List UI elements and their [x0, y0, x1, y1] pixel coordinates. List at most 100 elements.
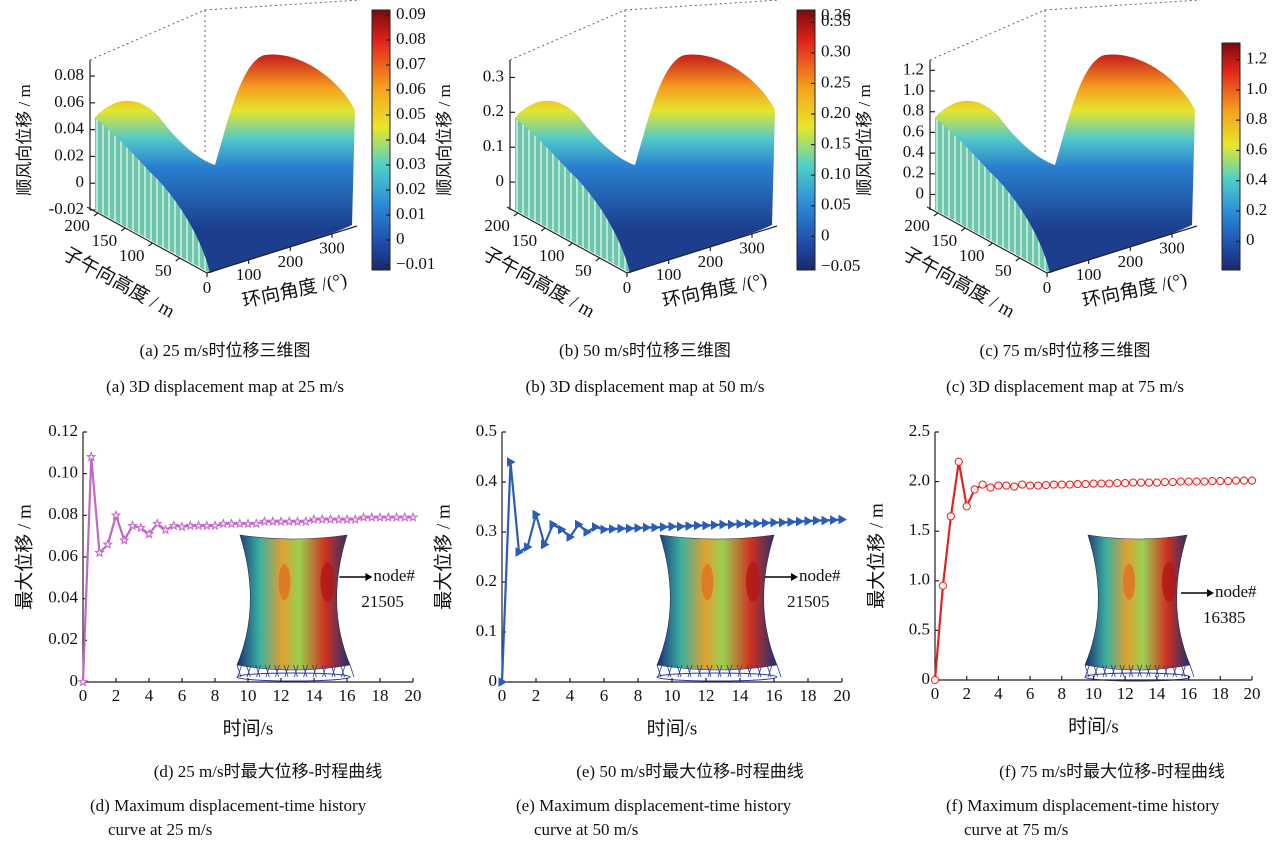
data-point	[702, 520, 712, 531]
y-tick-label: 1.5	[909, 520, 930, 539]
y-tick-label: 0.1	[476, 621, 497, 640]
y-tick	[933, 212, 939, 217]
data-point	[970, 485, 979, 494]
data-point	[575, 519, 584, 530]
z-tick-label: 1.0	[903, 80, 924, 99]
data-point	[1200, 477, 1209, 486]
data-point	[193, 520, 204, 531]
y-tick-label: 0.08	[48, 504, 78, 523]
data-point	[600, 524, 610, 535]
data-point	[954, 457, 963, 466]
data-point	[711, 520, 720, 530]
data-point	[566, 532, 576, 542]
data-point	[94, 547, 105, 558]
y-tick-label: 0.3	[476, 521, 497, 540]
y-tick	[148, 242, 153, 247]
surface	[935, 54, 1195, 274]
x-tick-label: 18	[372, 686, 389, 705]
z-tick-label: 0.04	[54, 119, 84, 138]
y-tick	[175, 257, 181, 262]
tower	[1084, 534, 1191, 671]
tower-base	[236, 672, 351, 682]
y-tick-label: 50	[995, 261, 1012, 280]
z-tick-label: 0.02	[54, 145, 84, 164]
colorbar-tick-label: −0.05	[821, 256, 860, 275]
z-tick-label: 1.2	[903, 59, 924, 78]
data-point	[185, 520, 196, 531]
colorbar-tick-label: 0.06	[396, 79, 426, 98]
x-tick-label: 6	[1026, 684, 1035, 703]
data-point	[1049, 480, 1058, 489]
data-point	[284, 516, 295, 527]
data-point	[1065, 480, 1074, 489]
colorbar-tick-label: 0.02	[396, 179, 426, 198]
data-point	[1232, 476, 1241, 485]
z-tick-label: 0.2	[903, 163, 924, 182]
x-tick-label: 100	[1076, 265, 1102, 284]
tower-column	[756, 664, 762, 678]
annotation: node#	[373, 566, 415, 585]
x-tick-label: 6	[178, 686, 187, 705]
colorbar-tick-label: 0.30	[821, 42, 851, 61]
tower-column	[274, 664, 280, 678]
y-axis-label: 最大位移 / m	[432, 504, 454, 610]
tower-column	[1172, 664, 1178, 678]
tower-column	[265, 664, 271, 678]
tower-column	[686, 664, 692, 678]
tower-column	[1137, 664, 1143, 678]
data-point	[986, 483, 995, 492]
tower-column	[776, 664, 782, 678]
x-tick-label: 20	[834, 686, 851, 705]
data-point	[366, 511, 377, 522]
hotspot	[746, 562, 760, 602]
data-point	[1247, 476, 1257, 485]
annotation: 16385	[1203, 608, 1246, 627]
data-point	[515, 547, 525, 557]
data-point	[779, 517, 788, 528]
data-point	[374, 511, 386, 522]
tower-column	[255, 664, 261, 678]
x-tick-label: 12	[1117, 684, 1134, 703]
tower-column	[746, 664, 752, 678]
y-tick-label: 0.02	[48, 629, 78, 648]
x-tick-label: 14	[732, 686, 750, 705]
x-tick-label: 16	[766, 686, 783, 705]
colorbar-tick-label: 0.01	[396, 204, 426, 223]
colorbar-tick-label: 0.6	[1246, 139, 1267, 158]
data-point	[1176, 477, 1185, 486]
colorbar-tick-label: 1.0	[1246, 79, 1267, 98]
y-tick-label: 0.06	[48, 546, 78, 565]
y-tick-label: 0	[489, 671, 498, 690]
data-point	[143, 528, 155, 539]
caption-cn: (e) 50 m/s时最大位移-时程曲线	[576, 762, 804, 781]
tower-column	[666, 664, 672, 678]
tower-column	[331, 664, 337, 678]
caption-cn: (c) 75 m/s时位移三维图	[980, 341, 1151, 360]
y-axis	[86, 206, 208, 274]
data-point	[234, 518, 245, 529]
y-tick-label: 50	[155, 261, 172, 280]
data-point	[626, 523, 635, 534]
tower-column	[311, 664, 317, 678]
y-tick-label: 100	[119, 246, 145, 265]
x-tick-label: 4	[566, 686, 575, 705]
data-point	[753, 518, 763, 529]
x-tick-label: 2	[112, 686, 121, 705]
y-tick-label: 1.0	[909, 570, 930, 589]
x-tick-label: 8	[211, 686, 220, 705]
tower-column	[706, 664, 712, 678]
tower-column	[1128, 664, 1134, 678]
tower-column	[1119, 664, 1125, 678]
data-point	[292, 516, 303, 527]
frame-line	[929, 9, 1046, 61]
data-point	[549, 519, 559, 530]
data-point	[77, 676, 89, 687]
arrow-head	[365, 573, 373, 581]
hotspot	[1123, 564, 1136, 600]
tower-inset	[1084, 534, 1195, 682]
y-tick-label: 2.0	[909, 471, 930, 490]
tower-base	[656, 672, 778, 682]
x-tick-label: 0	[498, 686, 507, 705]
data-point	[787, 517, 797, 527]
x-tick-label: 20	[1244, 684, 1261, 703]
